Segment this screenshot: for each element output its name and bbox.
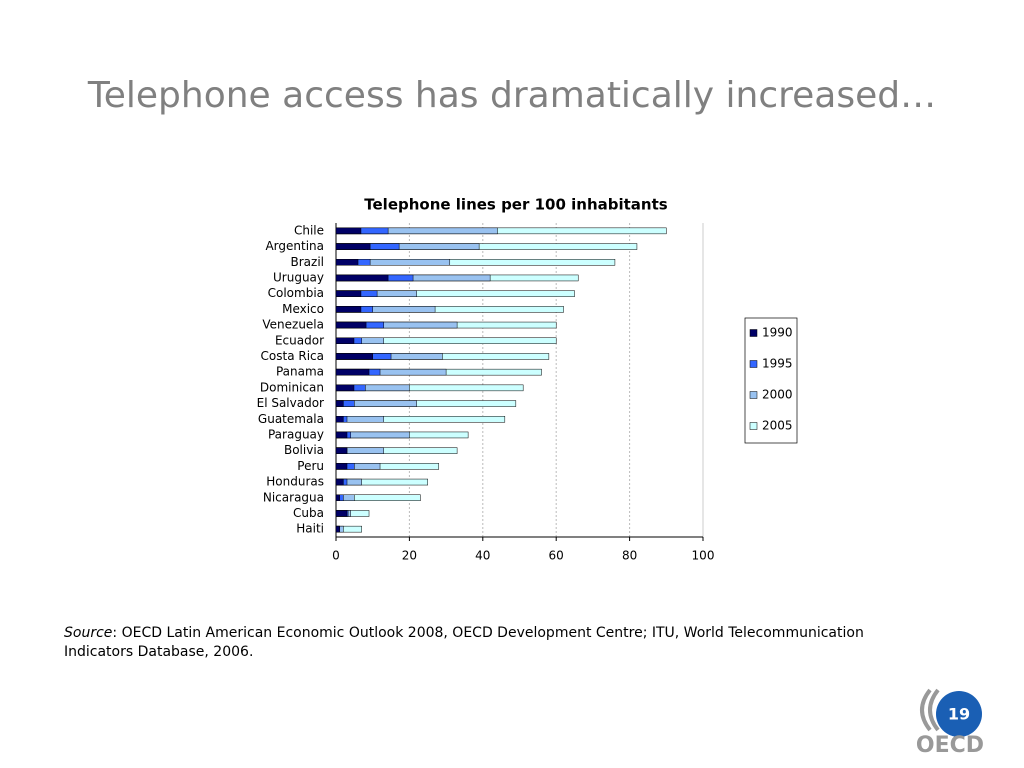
- bar: [335, 478, 344, 486]
- bar: [335, 510, 348, 517]
- y-tick-label: Cuba: [293, 506, 324, 520]
- bar: [335, 243, 371, 250]
- y-tick-label: Guatemala: [258, 412, 324, 426]
- x-tick-label: 80: [622, 549, 637, 563]
- bar: [335, 431, 348, 439]
- bar: [335, 368, 370, 376]
- y-tick-label: Brazil: [291, 255, 325, 269]
- y-tick-label: Costa Rica: [261, 349, 324, 363]
- bar: [335, 321, 367, 329]
- y-tick-label: Nicaragua: [263, 490, 324, 504]
- y-tick-label: Bolivia: [284, 443, 324, 457]
- source-text: Indicators Database, 2006.: [64, 644, 253, 660]
- source: Source: OECD Latin American Economic Out…: [64, 625, 864, 641]
- legend-label: 2005: [762, 419, 793, 433]
- source-label: Source: [64, 625, 112, 641]
- bar: [335, 227, 362, 235]
- bar: [335, 259, 359, 266]
- y-tick-label: Peru: [297, 459, 324, 473]
- bar: [335, 353, 373, 360]
- y-tick-label: Mexico: [282, 302, 324, 316]
- bar: [335, 416, 344, 423]
- legend-swatch: [749, 329, 758, 337]
- bar: [335, 306, 362, 313]
- y-tick-label: Colombia: [268, 286, 324, 300]
- oecd-logo: 19 OECD: [916, 688, 984, 758]
- legend-label: 1990: [762, 326, 793, 340]
- page-number: 19: [948, 705, 970, 724]
- y-tick-label: Argentina: [265, 239, 324, 253]
- y-tick-label: Panama: [276, 365, 324, 379]
- y-tick-label: Ecuador: [275, 333, 324, 347]
- bar: [335, 525, 340, 533]
- legend-swatch: [749, 360, 758, 368]
- legend-label: 1995: [762, 357, 793, 371]
- bar: [335, 447, 348, 454]
- source-text: : OECD Latin American Economic Outlook 2…: [112, 625, 863, 641]
- logo-mark: [920, 688, 940, 732]
- y-tick-label: Honduras: [266, 475, 324, 489]
- bar: [335, 494, 340, 501]
- slide-title: Telephone access has dramatically increa…: [87, 75, 936, 116]
- bar: [335, 337, 355, 344]
- legend: 1990 1995 2000 2005: [744, 317, 798, 444]
- bar: [335, 384, 355, 392]
- bar: [335, 274, 389, 282]
- x-tick-label: 40: [475, 549, 490, 563]
- x-tick-label: 60: [549, 549, 564, 563]
- x-tick-label: 0: [332, 549, 340, 563]
- legend-swatch: [749, 422, 758, 430]
- legend-box: [744, 317, 798, 444]
- x-tick-label: 100: [692, 549, 715, 563]
- y-tick-label: Chile: [294, 223, 324, 237]
- logo-text: OECD: [916, 733, 984, 758]
- bar: [335, 400, 344, 407]
- legend-label: 2000: [762, 388, 793, 402]
- bar: [335, 290, 362, 297]
- y-tick-label: Haiti: [296, 522, 324, 536]
- y-tick-label: Dominican: [260, 380, 324, 394]
- y-tick-label: Paraguay: [268, 427, 324, 441]
- bar: [335, 463, 348, 470]
- y-tick-label: Uruguay: [273, 270, 324, 284]
- chart-title: Telephone lines per 100 inhabitants: [364, 196, 668, 214]
- y-tick-label: El Salvador: [257, 396, 324, 410]
- page-badge: [936, 691, 982, 737]
- y-tick-label: Venezuela: [262, 318, 324, 332]
- x-tick-label: 20: [402, 549, 417, 563]
- legend-swatch: [749, 391, 758, 399]
